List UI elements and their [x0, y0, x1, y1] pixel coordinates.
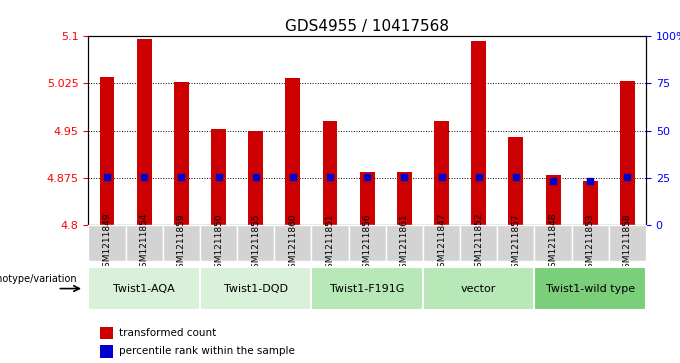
FancyBboxPatch shape — [274, 225, 311, 261]
FancyBboxPatch shape — [163, 225, 200, 261]
Text: GSM1211861: GSM1211861 — [400, 213, 409, 274]
Bar — [137, 40, 152, 225]
FancyBboxPatch shape — [460, 225, 497, 261]
FancyBboxPatch shape — [200, 267, 311, 310]
Text: GSM1211854: GSM1211854 — [139, 213, 149, 273]
Text: GSM1211860: GSM1211860 — [288, 213, 297, 274]
Text: GSM1211850: GSM1211850 — [214, 213, 223, 274]
Text: GSM1211857: GSM1211857 — [511, 213, 520, 274]
FancyBboxPatch shape — [386, 225, 423, 261]
Bar — [99, 327, 114, 339]
FancyBboxPatch shape — [126, 225, 163, 261]
FancyBboxPatch shape — [88, 225, 126, 261]
Bar — [583, 181, 598, 225]
Text: GSM1211856: GSM1211856 — [362, 213, 372, 274]
Text: GSM1211855: GSM1211855 — [251, 213, 260, 274]
FancyBboxPatch shape — [349, 225, 386, 261]
Text: genotype/variation: genotype/variation — [0, 274, 78, 284]
Bar — [360, 172, 375, 225]
Text: GSM1211849: GSM1211849 — [103, 213, 112, 273]
Bar — [397, 172, 412, 225]
FancyBboxPatch shape — [311, 267, 423, 310]
Text: GSM1211859: GSM1211859 — [177, 213, 186, 274]
FancyBboxPatch shape — [200, 225, 237, 261]
Text: GSM1211847: GSM1211847 — [437, 213, 446, 273]
Text: GSM1211851: GSM1211851 — [326, 213, 335, 274]
Bar — [211, 130, 226, 225]
FancyBboxPatch shape — [423, 225, 460, 261]
FancyBboxPatch shape — [534, 225, 572, 261]
Title: GDS4955 / 10417568: GDS4955 / 10417568 — [285, 19, 449, 34]
Text: GSM1211858: GSM1211858 — [623, 213, 632, 274]
Text: Twist1-wild type: Twist1-wild type — [545, 284, 635, 294]
FancyBboxPatch shape — [311, 225, 349, 261]
FancyBboxPatch shape — [423, 267, 534, 310]
Text: transformed count: transformed count — [119, 328, 216, 338]
Bar — [286, 78, 301, 225]
FancyBboxPatch shape — [572, 225, 609, 261]
Bar — [99, 77, 114, 225]
Bar — [248, 131, 263, 225]
Bar — [509, 137, 524, 225]
Bar — [322, 121, 337, 225]
Text: percentile rank within the sample: percentile rank within the sample — [119, 346, 295, 356]
FancyBboxPatch shape — [88, 267, 200, 310]
Bar — [174, 82, 189, 225]
Bar — [434, 121, 449, 225]
Bar — [99, 345, 114, 358]
FancyBboxPatch shape — [609, 225, 646, 261]
FancyBboxPatch shape — [237, 225, 274, 261]
Text: Twist1-DQD: Twist1-DQD — [224, 284, 288, 294]
FancyBboxPatch shape — [534, 267, 646, 310]
Bar — [545, 175, 560, 225]
Text: vector: vector — [461, 284, 496, 294]
Text: Twist1-AQA: Twist1-AQA — [114, 284, 175, 294]
Bar — [620, 81, 635, 225]
Text: Twist1-F191G: Twist1-F191G — [330, 284, 405, 294]
Text: GSM1211848: GSM1211848 — [549, 213, 558, 273]
Text: GSM1211852: GSM1211852 — [474, 213, 483, 273]
Text: GSM1211853: GSM1211853 — [585, 213, 595, 274]
Bar — [471, 41, 486, 225]
FancyBboxPatch shape — [497, 225, 534, 261]
